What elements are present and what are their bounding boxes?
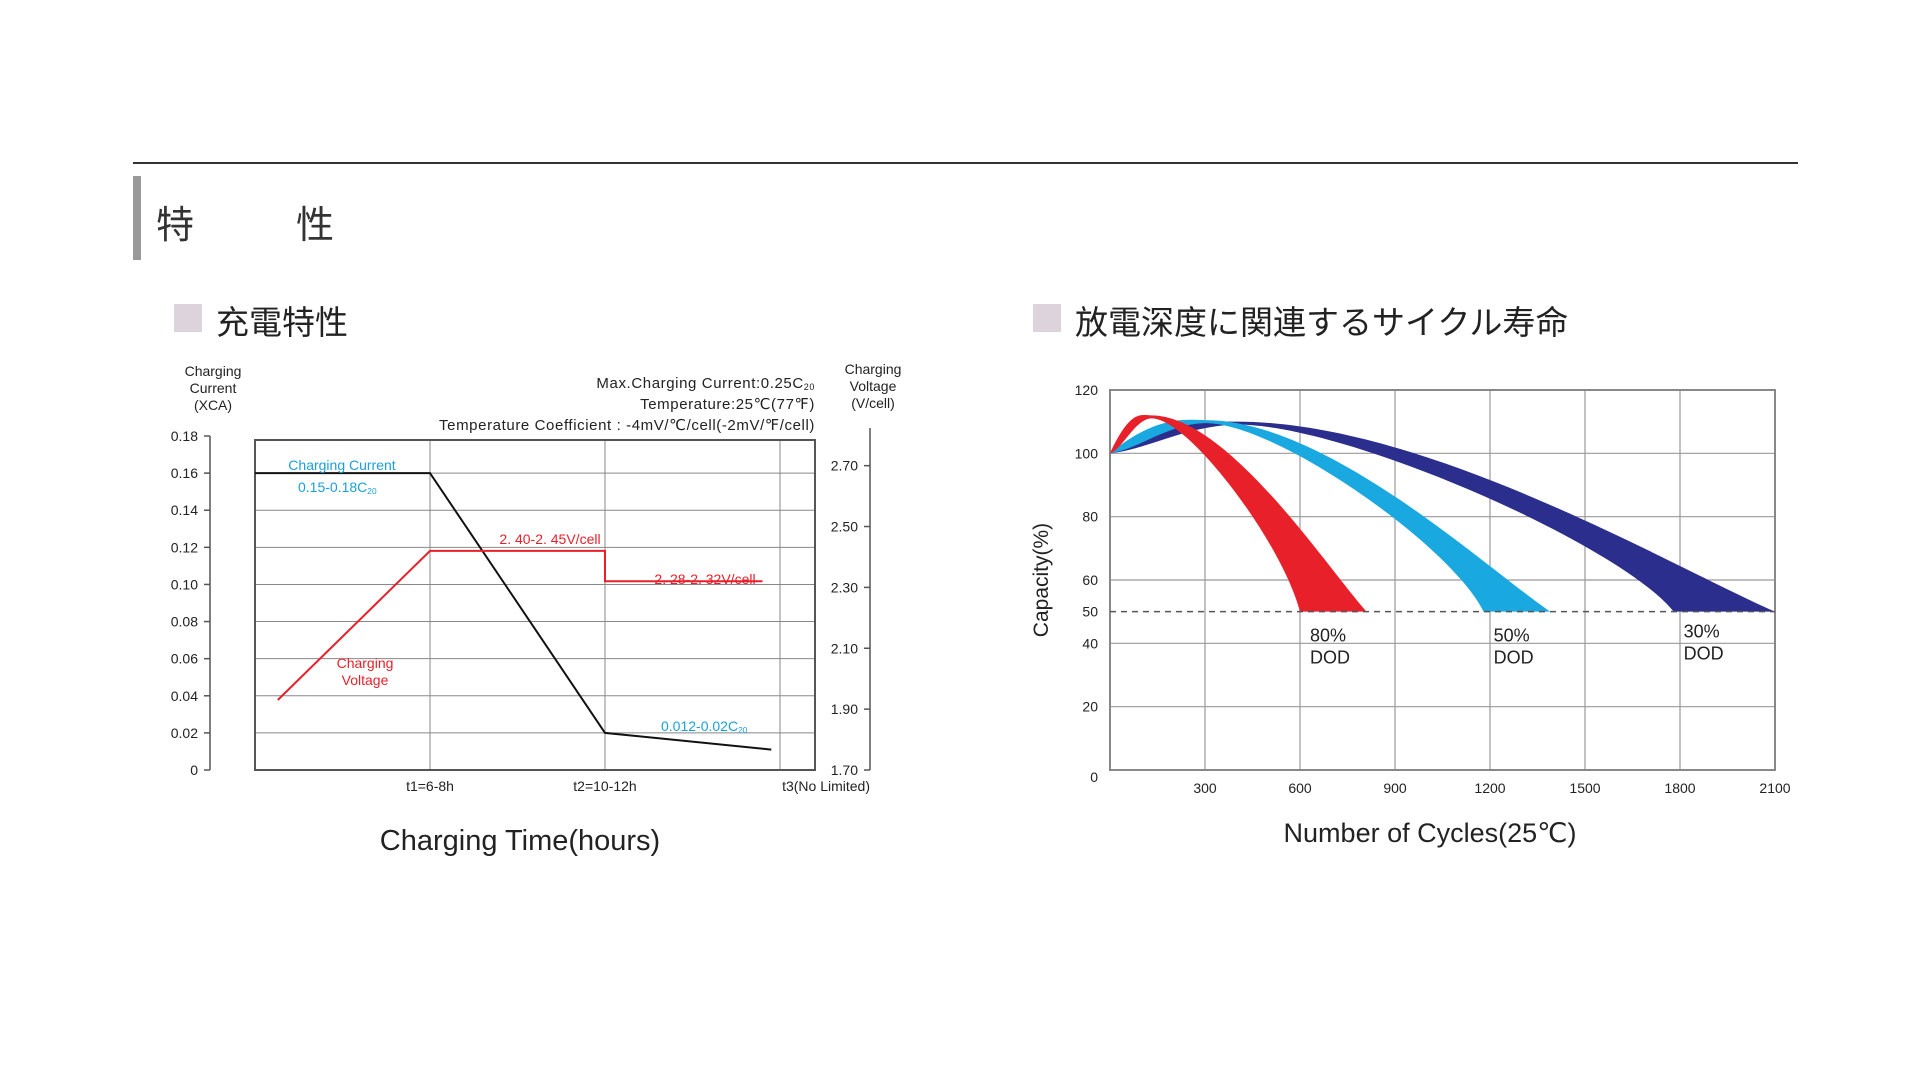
current-series-line bbox=[255, 472, 772, 751]
x-axis-title: Number of Cycles(25℃) bbox=[1284, 818, 1577, 848]
left-tick-label: 0.14 bbox=[171, 502, 198, 518]
dod-label-pct: 80% bbox=[1310, 626, 1346, 646]
dod-label-text: DOD bbox=[1684, 644, 1724, 664]
left-tick-label: 0.10 bbox=[171, 576, 198, 592]
cycle-life-chart: 0 20 40 50 60 80 100 120 300 600 900 1200 1500 1800 21… bbox=[1030, 382, 1791, 848]
cycle-chart-title: 放電深度に関連するサイクル寿命 bbox=[1075, 303, 1569, 342]
left-tick-label: 0.08 bbox=[171, 614, 198, 630]
voltage-high-label: 2. 40-2. 45V/cell bbox=[499, 531, 600, 547]
left-tick-label: 0.04 bbox=[171, 688, 198, 704]
right-axis-label: Charging bbox=[845, 361, 902, 377]
dod-label-pct: 30% bbox=[1684, 622, 1720, 642]
plot-frame bbox=[1109, 389, 1776, 771]
left-tick-label: 0.06 bbox=[171, 651, 198, 667]
right-tick-label: 2.10 bbox=[831, 640, 858, 656]
dod-label-text: DOD bbox=[1310, 648, 1350, 668]
right-tick-label: 2.50 bbox=[831, 519, 858, 535]
voltage-float-label: 2. 28-2. 32V/cell bbox=[654, 571, 755, 587]
top-divider bbox=[133, 162, 1798, 164]
y-tick-label: 20 bbox=[1082, 699, 1098, 715]
y-axis-title: Capacity(%) bbox=[1030, 523, 1053, 637]
current-end-label: 0.012-0.02C20 bbox=[661, 718, 748, 735]
x-tick-label: 300 bbox=[1193, 780, 1217, 796]
charging-chart: 0 0.02 0.04 0.06 0.08 0.10 0.12 0.14 0.16 0.18 Cha… bbox=[171, 361, 902, 857]
x-tick-label: 1500 bbox=[1569, 780, 1600, 796]
charge-chart-title: 充電特性 bbox=[216, 303, 348, 342]
right-axis-label: (V/cell) bbox=[851, 395, 895, 411]
y-tick-label: 80 bbox=[1082, 509, 1098, 525]
info-line: Max.Charging Current:0.25C20 bbox=[596, 375, 815, 392]
y-tick-label: 60 bbox=[1082, 572, 1098, 588]
x-tick-label: t3(No Limited) bbox=[782, 778, 870, 794]
x-tick-label: 900 bbox=[1383, 780, 1407, 796]
x-tick-label: t1=6-8h bbox=[406, 778, 454, 794]
x-tick-label: t2=10-12h bbox=[573, 778, 636, 794]
section-accent-bar bbox=[133, 176, 141, 260]
left-tick-label: 0.18 bbox=[171, 428, 198, 444]
left-tick-label: 0.16 bbox=[171, 465, 198, 481]
plot-frame bbox=[254, 439, 816, 771]
left-tick-label: 0.12 bbox=[171, 539, 198, 555]
dod-band-80pct bbox=[1110, 415, 1367, 612]
right-axis-label: Voltage bbox=[850, 378, 897, 394]
dod-label-pct: 50% bbox=[1494, 626, 1530, 646]
right-tick-label: 2.30 bbox=[831, 579, 858, 595]
y-tick-label: 0 bbox=[1090, 769, 1098, 785]
left-tick-label: 0.02 bbox=[171, 725, 198, 741]
right-tick-label: 1.90 bbox=[831, 701, 858, 717]
info-line: Temperature Coefficient : -4mV/℃/cell(-2… bbox=[439, 417, 815, 434]
x-axis-title: Charging Time(hours) bbox=[380, 825, 660, 857]
voltage-series-line bbox=[277, 549, 763, 701]
y-tick-label: 120 bbox=[1075, 382, 1099, 398]
y-tick-label: 100 bbox=[1075, 445, 1099, 461]
charge-title-marker bbox=[174, 304, 202, 332]
current-range-label: 0.15-0.18C20 bbox=[298, 479, 377, 496]
cycle-title-marker bbox=[1033, 304, 1061, 332]
y-tick-label: 50 bbox=[1082, 604, 1098, 620]
left-tick-label: 0 bbox=[190, 762, 198, 778]
left-axis-label: (XCA) bbox=[194, 397, 232, 413]
dod-band-50pct bbox=[1110, 419, 1551, 612]
x-tick-label: 600 bbox=[1288, 780, 1312, 796]
info-line: Temperature:25℃(77℉) bbox=[640, 396, 815, 413]
right-tick-label: 1.70 bbox=[831, 762, 858, 778]
x-tick-label: 2100 bbox=[1759, 780, 1790, 796]
right-tick-label: 2.70 bbox=[831, 458, 858, 474]
x-tick-label: 1800 bbox=[1664, 780, 1695, 796]
x-tick-label: 1200 bbox=[1474, 780, 1505, 796]
voltage-label-2: Voltage bbox=[342, 672, 389, 688]
dod-band-30pct bbox=[1110, 421, 1775, 612]
current-label: Charging Current bbox=[288, 457, 395, 473]
section-title: 特 性 bbox=[156, 203, 367, 247]
dod-label-text: DOD bbox=[1494, 648, 1534, 668]
left-axis-label: Charging bbox=[185, 363, 242, 379]
left-axis-label: Current bbox=[190, 380, 237, 396]
voltage-label-1: Charging bbox=[337, 655, 394, 671]
y-tick-label: 40 bbox=[1082, 635, 1098, 651]
